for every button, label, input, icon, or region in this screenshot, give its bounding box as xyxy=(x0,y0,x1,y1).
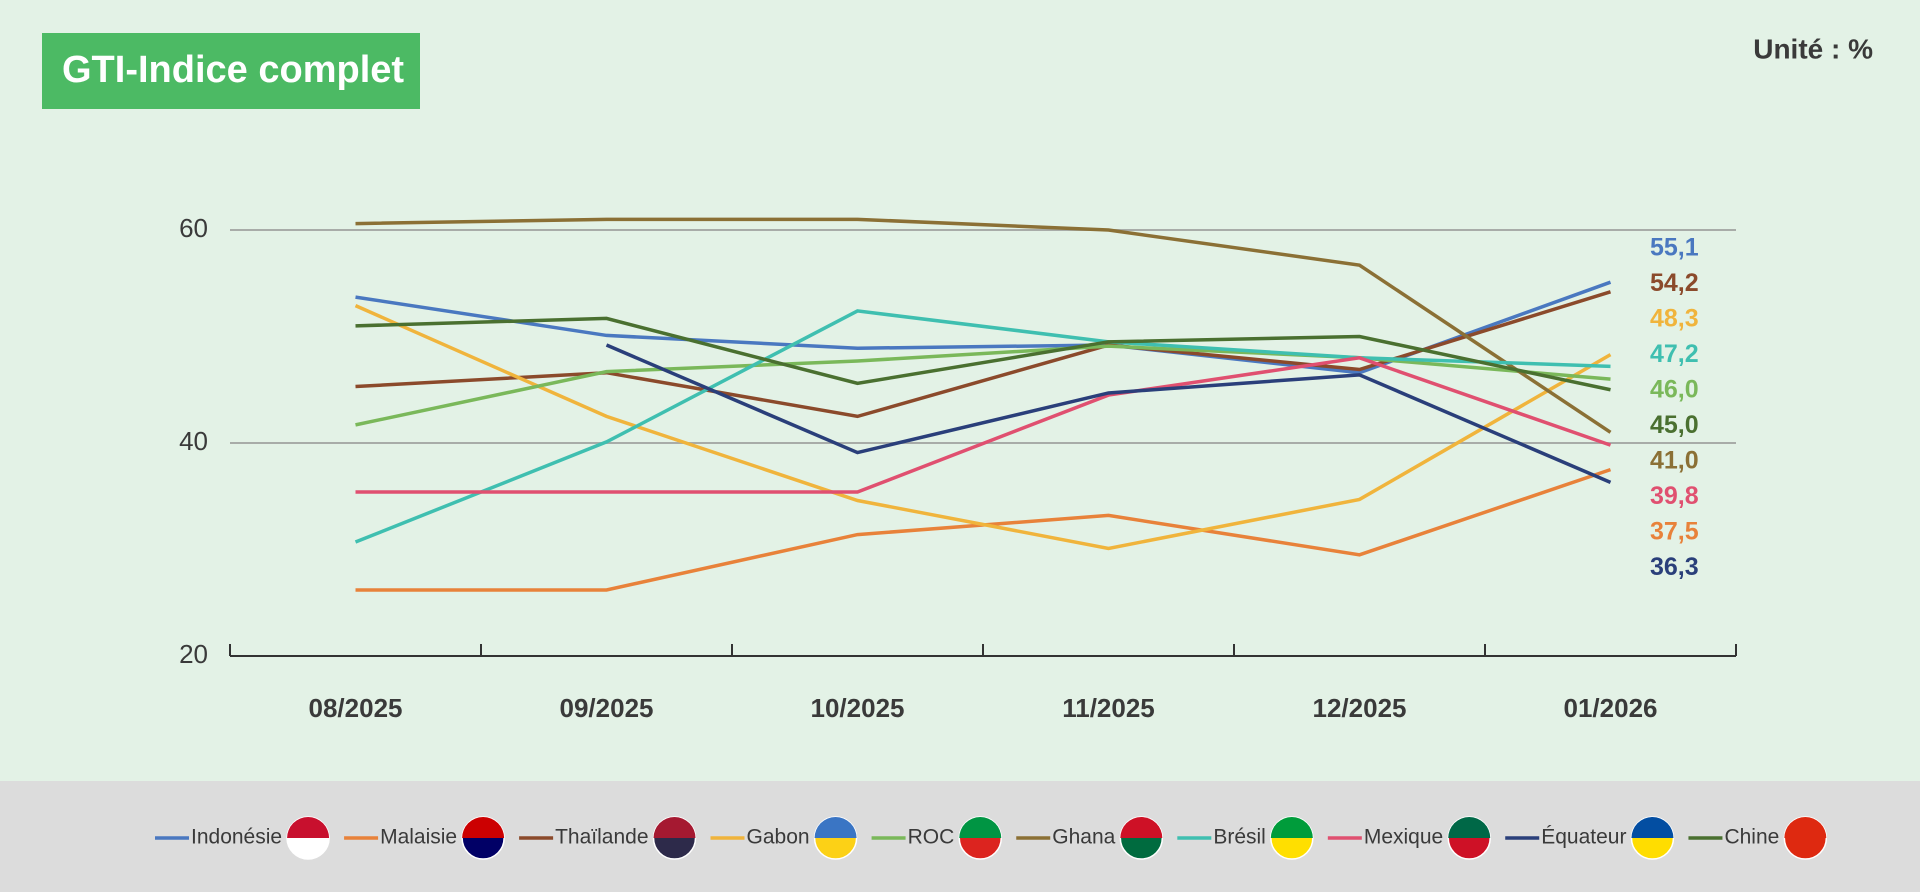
series-line xyxy=(354,304,1612,551)
value-label: 41,0 xyxy=(1650,447,1699,475)
legend-label: Mexique xyxy=(1364,826,1443,849)
y-tick-label: 20 xyxy=(179,639,208,669)
flag xyxy=(1120,817,1163,838)
series-line xyxy=(354,309,1611,544)
legend-label: Ghana xyxy=(1052,826,1115,849)
x-tick-label: 11/2025 xyxy=(1062,693,1155,723)
value-label: 45,0 xyxy=(1650,411,1699,439)
value-label: 47,2 xyxy=(1650,340,1699,368)
value-label: 39,8 xyxy=(1650,482,1699,510)
legend-label: Équateur xyxy=(1541,826,1626,849)
flag xyxy=(1270,817,1313,838)
series-line xyxy=(355,217,1612,434)
flag xyxy=(287,817,330,838)
series-line xyxy=(355,356,1612,494)
legend-label: Thaïlande xyxy=(555,826,648,849)
legend-label: Gabon xyxy=(747,826,810,849)
series-line xyxy=(355,290,1612,419)
x-tick-label: 10/2025 xyxy=(811,693,905,723)
legend-label: Indonésie xyxy=(191,826,282,849)
legend-label: ROC xyxy=(908,826,955,849)
value-label: 55,1 xyxy=(1650,234,1699,262)
x-tick-label: 01/2026 xyxy=(1564,693,1658,723)
series-line xyxy=(355,344,1611,427)
legend-label: Malaisie xyxy=(380,826,457,849)
value-label: 54,2 xyxy=(1650,269,1699,297)
flag xyxy=(1448,817,1491,838)
value-label: 37,5 xyxy=(1650,518,1699,546)
x-tick-label: 08/2025 xyxy=(309,693,403,723)
y-tick-label: 40 xyxy=(179,426,208,456)
value-label: 46,0 xyxy=(1650,376,1699,404)
x-tick-label: 09/2025 xyxy=(560,693,654,723)
legend-label: Brésil xyxy=(1213,826,1266,849)
series-line xyxy=(605,343,1612,485)
chart-title: GTI-Indice complet xyxy=(62,49,404,91)
flag xyxy=(462,817,505,838)
series-line xyxy=(355,316,1611,392)
title-box xyxy=(42,33,420,109)
x-tick-label: 12/2025 xyxy=(1313,693,1407,723)
y-tick-label: 60 xyxy=(179,213,208,243)
flag xyxy=(653,817,696,838)
legend-label: Chine xyxy=(1724,826,1779,849)
flag xyxy=(814,817,857,838)
flag xyxy=(959,817,1002,838)
flag xyxy=(1784,817,1827,838)
flag xyxy=(1631,817,1674,838)
value-label: 48,3 xyxy=(1650,305,1699,333)
unit-label: Unité : % xyxy=(1753,33,1873,64)
value-label: 36,3 xyxy=(1650,553,1699,581)
